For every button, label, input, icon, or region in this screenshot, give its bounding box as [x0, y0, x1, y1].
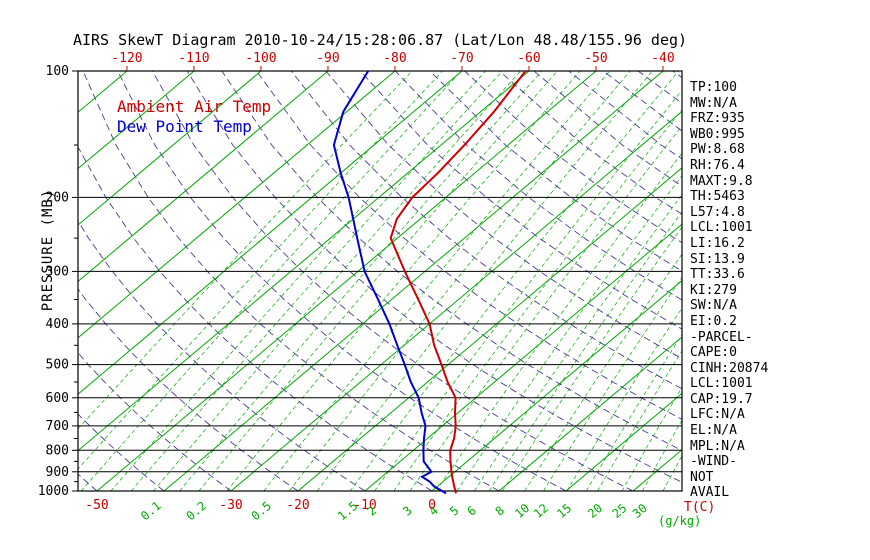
bottom-temp-label: 0: [428, 498, 436, 513]
pressure-tick-label: 100: [46, 64, 69, 79]
mixing-ratio-lines: [78, 71, 682, 492]
mixing-ratio-label: 15: [554, 501, 574, 521]
panel-line: CAP:19.7: [690, 391, 753, 407]
panel-line: WB0:995: [690, 126, 745, 142]
pressure-tick-label: 200: [46, 190, 69, 205]
top-axis-label: -60: [517, 51, 540, 66]
plot-border: [77, 70, 683, 492]
pressure-tick-label: 500: [46, 358, 69, 373]
panel-line: -WIND-: [690, 454, 737, 470]
panel-line: LCL:1001: [690, 376, 753, 392]
mixing-ratio-label: 20: [585, 501, 605, 521]
temp-unit-label: T(C): [684, 500, 716, 515]
pressure-tick-label: 900: [46, 465, 69, 480]
panel-line: MPL:N/A: [690, 438, 745, 454]
pressure-tick-label: 800: [46, 443, 69, 458]
pressure-tick-label: 600: [46, 391, 69, 406]
panel-line: -PARCEL-: [690, 329, 753, 345]
legend-ambient-air-temp: Ambient Air Temp: [117, 97, 272, 116]
top-axis-label: -100: [245, 51, 276, 66]
bottom-temp-label: -30: [219, 498, 242, 513]
panel-line: L57:4.8: [690, 204, 745, 220]
panel-line: EL:N/A: [690, 423, 737, 439]
mixing-ratio-label: 0.5: [249, 499, 275, 524]
mixing-ratio-label: 12: [531, 501, 551, 521]
panel-line: EI:0.2: [690, 313, 737, 329]
top-axis-label: -90: [316, 51, 339, 66]
mixing-ratio-label: 30: [630, 501, 650, 521]
legend-dew-point-temp: Dew Point Temp: [117, 117, 252, 136]
pressure-tick-label: 700: [46, 419, 69, 434]
top-axis-label: -80: [383, 51, 406, 66]
panel-line: RH:76.4: [690, 157, 745, 173]
panel-line: LFC:N/A: [690, 407, 745, 423]
mixing-ratio-unit-label: (g/kg): [658, 514, 702, 528]
mixing-ratio-label: 25: [609, 501, 629, 521]
temperature-curve: [389, 71, 527, 494]
pressure-axis-title: PRESSURE (MB): [40, 188, 56, 312]
panel-line: KI:279: [690, 282, 737, 298]
top-axis-label: -120: [111, 51, 142, 66]
pressure-tick-label: 300: [46, 264, 69, 279]
top-axis-label: -40: [651, 51, 674, 66]
mixing-ratio-label: 6: [464, 503, 479, 518]
mixing-ratio-label: 8: [493, 503, 508, 518]
mixing-ratio-label: 10: [512, 501, 532, 521]
bottom-temp-label: -50: [85, 498, 108, 513]
panel-line: MAXT:9.8: [690, 173, 753, 189]
pressure-tick-label: 1000: [38, 484, 69, 499]
top-axis-label: -110: [178, 51, 209, 66]
mixing-ratio-label: 0.2: [184, 499, 210, 524]
panel-line: LI:16.2: [690, 235, 745, 251]
mixing-ratio-label: 5: [447, 503, 462, 518]
mixing-ratio-label: 2: [365, 503, 380, 518]
sounding-indices-panel: TP:100 MW:N/A FRZ:935 WB0:995 PW:8.68 RH:76.4…: [690, 80, 768, 501]
dry-adiabats: [78, 71, 682, 492]
panel-line: SW:N/A: [690, 298, 737, 314]
panel-line: SI:13.9: [690, 251, 745, 267]
panel-line: CAPE:0: [690, 345, 737, 361]
panel-line: TP:100: [690, 80, 737, 95]
mixing-ratio-label: 4: [426, 503, 441, 518]
panel-line: LCL:1001: [690, 220, 753, 236]
mixing-ratio-label: 0.1: [138, 499, 164, 524]
mixing-ratio-label: 3: [400, 503, 415, 518]
panel-line: MW:N/A: [690, 95, 737, 111]
bottom-temp-label: -20: [286, 498, 309, 513]
page-title: AIRS SkewT Diagram 2010-10-24/15:28:06.8…: [72, 31, 688, 49]
top-axis-label: -50: [584, 51, 607, 66]
bottom-temp-label: -10: [353, 498, 376, 513]
panel-line: PW:8.68: [690, 142, 745, 158]
panel-line: FRZ:935: [690, 111, 745, 127]
panel-line: CINH:20874: [690, 360, 769, 376]
pressure-tick-label: 400: [46, 317, 69, 332]
dewpoint-curve: [332, 71, 447, 495]
panel-line: NOT: [690, 469, 714, 485]
panel-line: TT:33.6: [690, 267, 745, 283]
panel-line: AVAIL: [690, 485, 730, 501]
top-axis-label: -70: [450, 51, 473, 66]
panel-line: TH:5463: [690, 189, 745, 205]
